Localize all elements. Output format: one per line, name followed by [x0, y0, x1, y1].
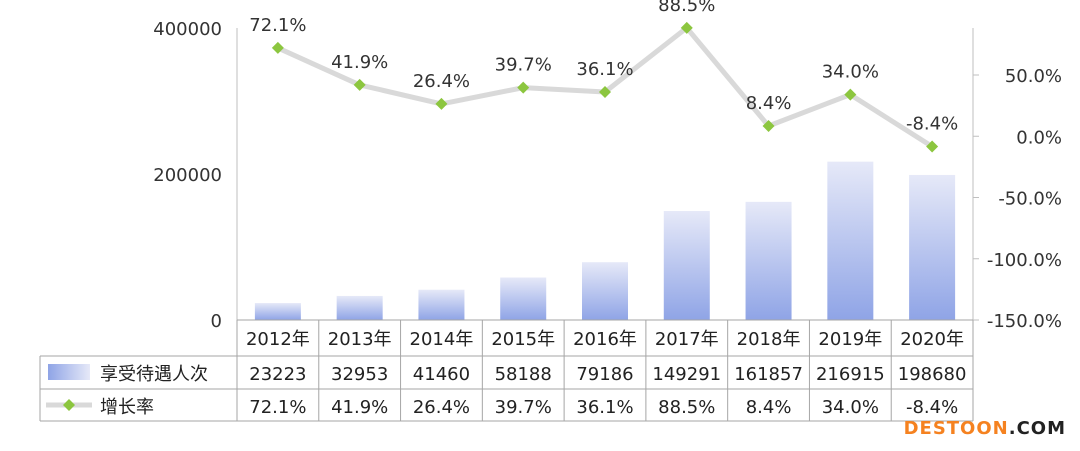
legend-label: 享受待遇人次 — [100, 364, 208, 385]
bar — [254, 303, 301, 320]
bar — [582, 262, 628, 320]
category-label: 2018年 — [737, 329, 801, 350]
table-cell: 79186 — [576, 364, 633, 385]
table-cell: 149291 — [652, 364, 721, 385]
growth-rate-data-label: 88.5% — [658, 0, 715, 16]
bar — [745, 201, 792, 320]
table-cell: 88.5% — [658, 397, 715, 418]
table-cell: 36.1% — [576, 397, 633, 418]
left-axis-tick-label: 0 — [211, 311, 222, 332]
bar — [336, 295, 383, 320]
table-cell: 39.7% — [495, 397, 552, 418]
table-cell: 72.1% — [249, 397, 306, 418]
table-cell: -8.4% — [906, 397, 958, 418]
right-axis-tick-label: -50.0% — [998, 189, 1062, 210]
growth-rate-marker — [680, 21, 693, 34]
right-axis-tick-label: 50.0% — [1005, 66, 1062, 87]
right-axis-tick-label: -150.0% — [987, 311, 1062, 332]
category-label: 2015年 — [491, 329, 555, 350]
growth-rate-data-label: 26.4% — [413, 71, 470, 92]
table-cell: 26.4% — [413, 397, 470, 418]
table-cell: 216915 — [816, 364, 885, 385]
bar — [909, 174, 956, 320]
bar — [663, 211, 710, 320]
table-cell: 161857 — [734, 364, 803, 385]
left-axis-tick-label: 200000 — [153, 165, 222, 186]
table-cell: 8.4% — [746, 397, 792, 418]
growth-rate-marker — [844, 88, 857, 101]
growth-rate-marker — [271, 41, 284, 54]
growth-rate-data-label: 39.7% — [495, 55, 552, 76]
table-cell: 32953 — [331, 364, 388, 385]
watermark-part1: DESTOON — [903, 418, 1009, 439]
table-cell: 58188 — [495, 364, 552, 385]
right-axis-tick-label: 0.0% — [1016, 127, 1062, 148]
watermark: DESTOON.COM — [904, 418, 1066, 439]
category-label: 2012年 — [246, 329, 310, 350]
legend-key-bar — [48, 364, 90, 380]
legend-key-marker — [63, 399, 75, 411]
category-label: 2017年 — [655, 329, 719, 350]
growth-rate-marker — [762, 119, 775, 132]
growth-rate-data-label: 34.0% — [822, 62, 879, 83]
category-label: 2013年 — [328, 329, 392, 350]
category-label: 2014年 — [410, 329, 474, 350]
legend-label: 增长率 — [100, 397, 154, 418]
right-axis-tick-label: -100.0% — [987, 250, 1062, 271]
bar — [500, 277, 547, 320]
table-cell: 34.0% — [822, 397, 879, 418]
growth-rate-data-label: 72.1% — [249, 15, 306, 36]
growth-rate-marker — [599, 86, 611, 99]
category-label: 2020年 — [900, 329, 964, 350]
growth-rate-data-label: 41.9% — [331, 52, 388, 73]
watermark-part2: .COM — [1008, 418, 1066, 439]
table-cell: 23223 — [249, 364, 306, 385]
growth-rate-marker — [435, 97, 448, 110]
category-label: 2016年 — [573, 329, 637, 350]
growth-rate-marker — [926, 140, 939, 153]
growth-rate-data-label: 36.1% — [576, 59, 633, 80]
bar — [827, 161, 874, 320]
table-cell: 41460 — [413, 364, 470, 385]
left-axis-tick-label: 400000 — [153, 19, 222, 40]
growth-rate-data-label: 8.4% — [746, 93, 792, 114]
table-cell: 41.9% — [331, 397, 388, 418]
table-cell: 198680 — [898, 364, 967, 385]
bar — [418, 289, 465, 320]
growth-rate-marker — [517, 81, 530, 94]
growth-rate-data-label: -8.4% — [906, 114, 958, 135]
growth-rate-marker — [353, 78, 366, 91]
category-label: 2019年 — [818, 329, 882, 350]
